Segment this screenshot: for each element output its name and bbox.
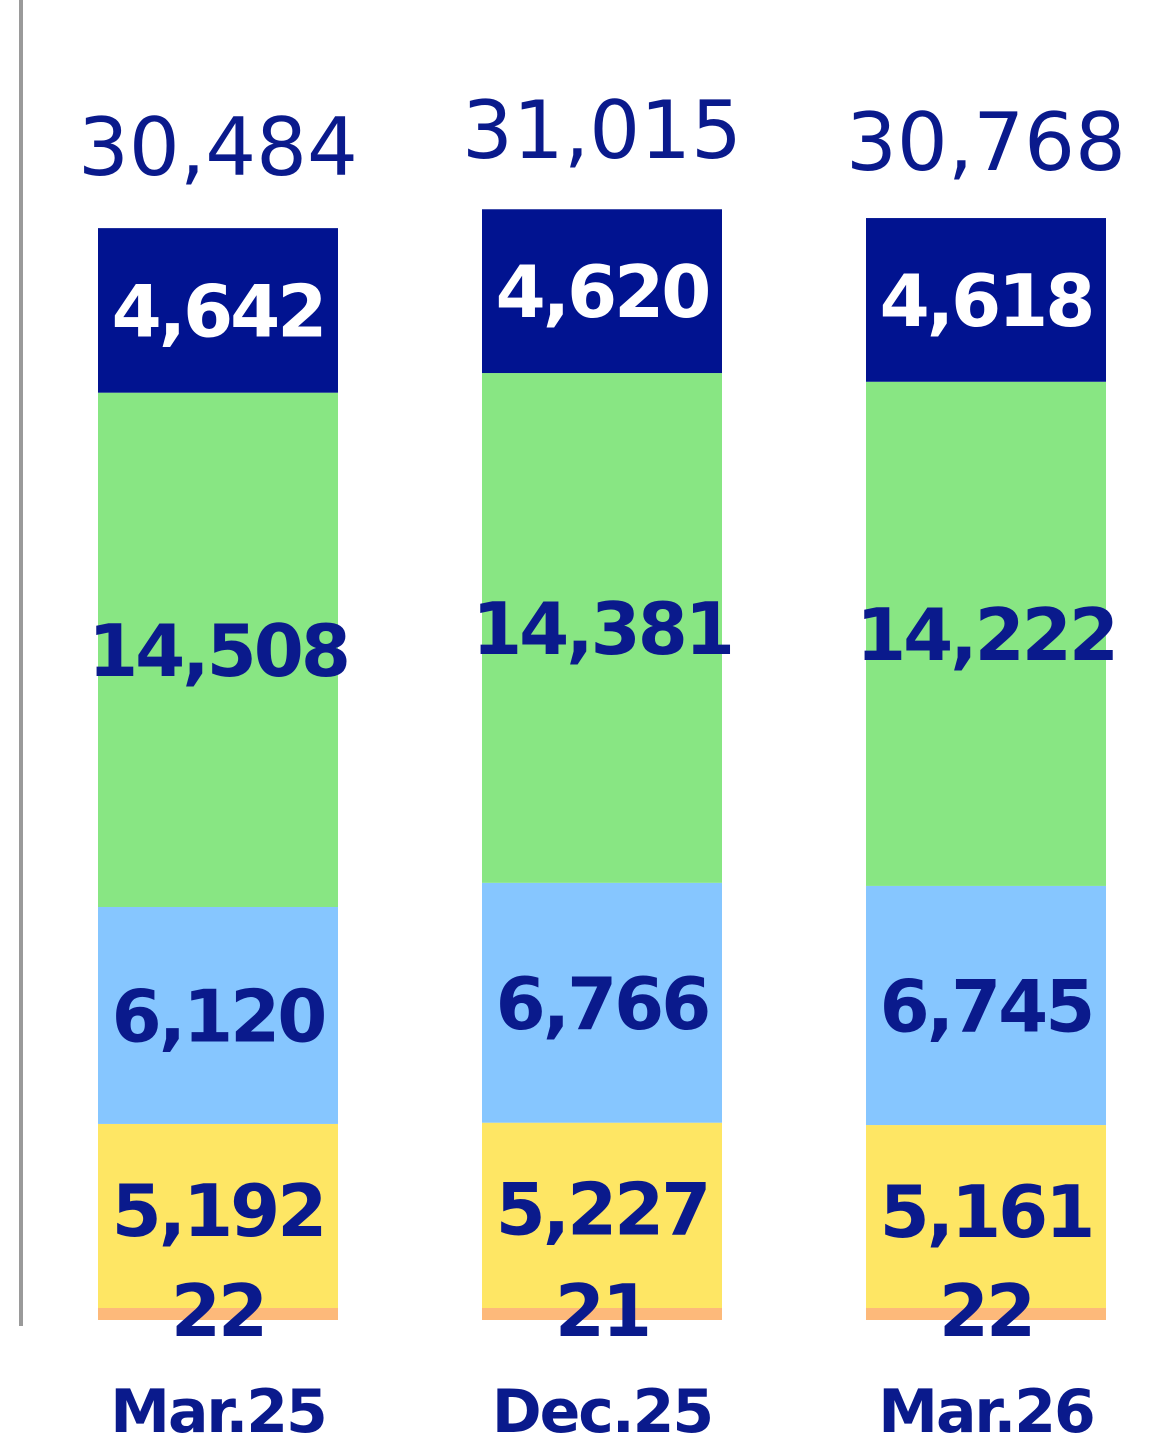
data-label-segment-3-Mar-25: 6,120 [112, 974, 325, 1058]
bar-segment-1-Mar-25 [98, 228, 338, 393]
bar-segment-4-Mar-25 [98, 1123, 338, 1308]
total-label-Mar-26: 30,768 [846, 96, 1126, 189]
data-label-segment-4-Mar-26: 5,161 [880, 1170, 1093, 1254]
data-label-segment-3-Dec-25: 6,766 [496, 962, 709, 1046]
category-label-Mar-26: Mar.26 [878, 1377, 1094, 1446]
data-label-segment-1-Mar-25: 4,642 [112, 269, 325, 353]
data-label-segment-3-Mar-26: 6,745 [880, 964, 1093, 1048]
bar-segment-2-Mar-25 [98, 392, 338, 907]
data-label-segment-5-Dec-25: 21 [555, 1269, 649, 1353]
bar-segment-4-Mar-26 [866, 1125, 1106, 1308]
labels-group: 22 5,192 6,120 14,508 4,642 30,484 Mar.25 21 5,2… [78, 84, 1126, 1446]
bar-segment-1-Dec-25 [482, 209, 722, 374]
bar-segment-1-Mar-26 [866, 218, 1106, 382]
data-label-segment-2-Dec-25: 14,381 [472, 587, 732, 671]
total-label-Mar-25: 30,484 [78, 101, 358, 194]
data-label-segment-5-Mar-26: 22 [939, 1269, 1033, 1353]
bar-segment-5-Dec-25 [482, 1308, 722, 1320]
data-label-segment-4-Dec-25: 5,227 [496, 1168, 709, 1252]
bar-segment-4-Dec-25 [482, 1122, 722, 1308]
data-label-segment-5-Mar-25: 22 [171, 1269, 265, 1353]
data-label-segment-2-Mar-25: 14,508 [88, 609, 348, 693]
bar-segment-2-Mar-26 [866, 381, 1106, 886]
total-label-Dec-25: 31,015 [462, 84, 742, 177]
bar-segment-3-Mar-25 [98, 906, 338, 1124]
data-label-segment-1-Mar-26: 4,618 [880, 259, 1093, 343]
bar-segment-3-Dec-25 [482, 882, 722, 1123]
category-label-Dec-25: Dec.25 [492, 1377, 712, 1446]
data-label-segment-2-Mar-26: 14,222 [856, 593, 1116, 677]
category-label-Mar-25: Mar.25 [110, 1377, 326, 1446]
bar-segment-5-Mar-26 [866, 1308, 1106, 1320]
bar-segment-2-Dec-25 [482, 373, 722, 883]
data-label-segment-1-Dec-25: 4,620 [496, 250, 709, 334]
bar-segment-3-Mar-26 [866, 885, 1106, 1126]
bars-group [98, 209, 1106, 1320]
data-label-segment-4-Mar-25: 5,192 [112, 1169, 325, 1253]
bar-segment-5-Mar-25 [98, 1308, 338, 1320]
